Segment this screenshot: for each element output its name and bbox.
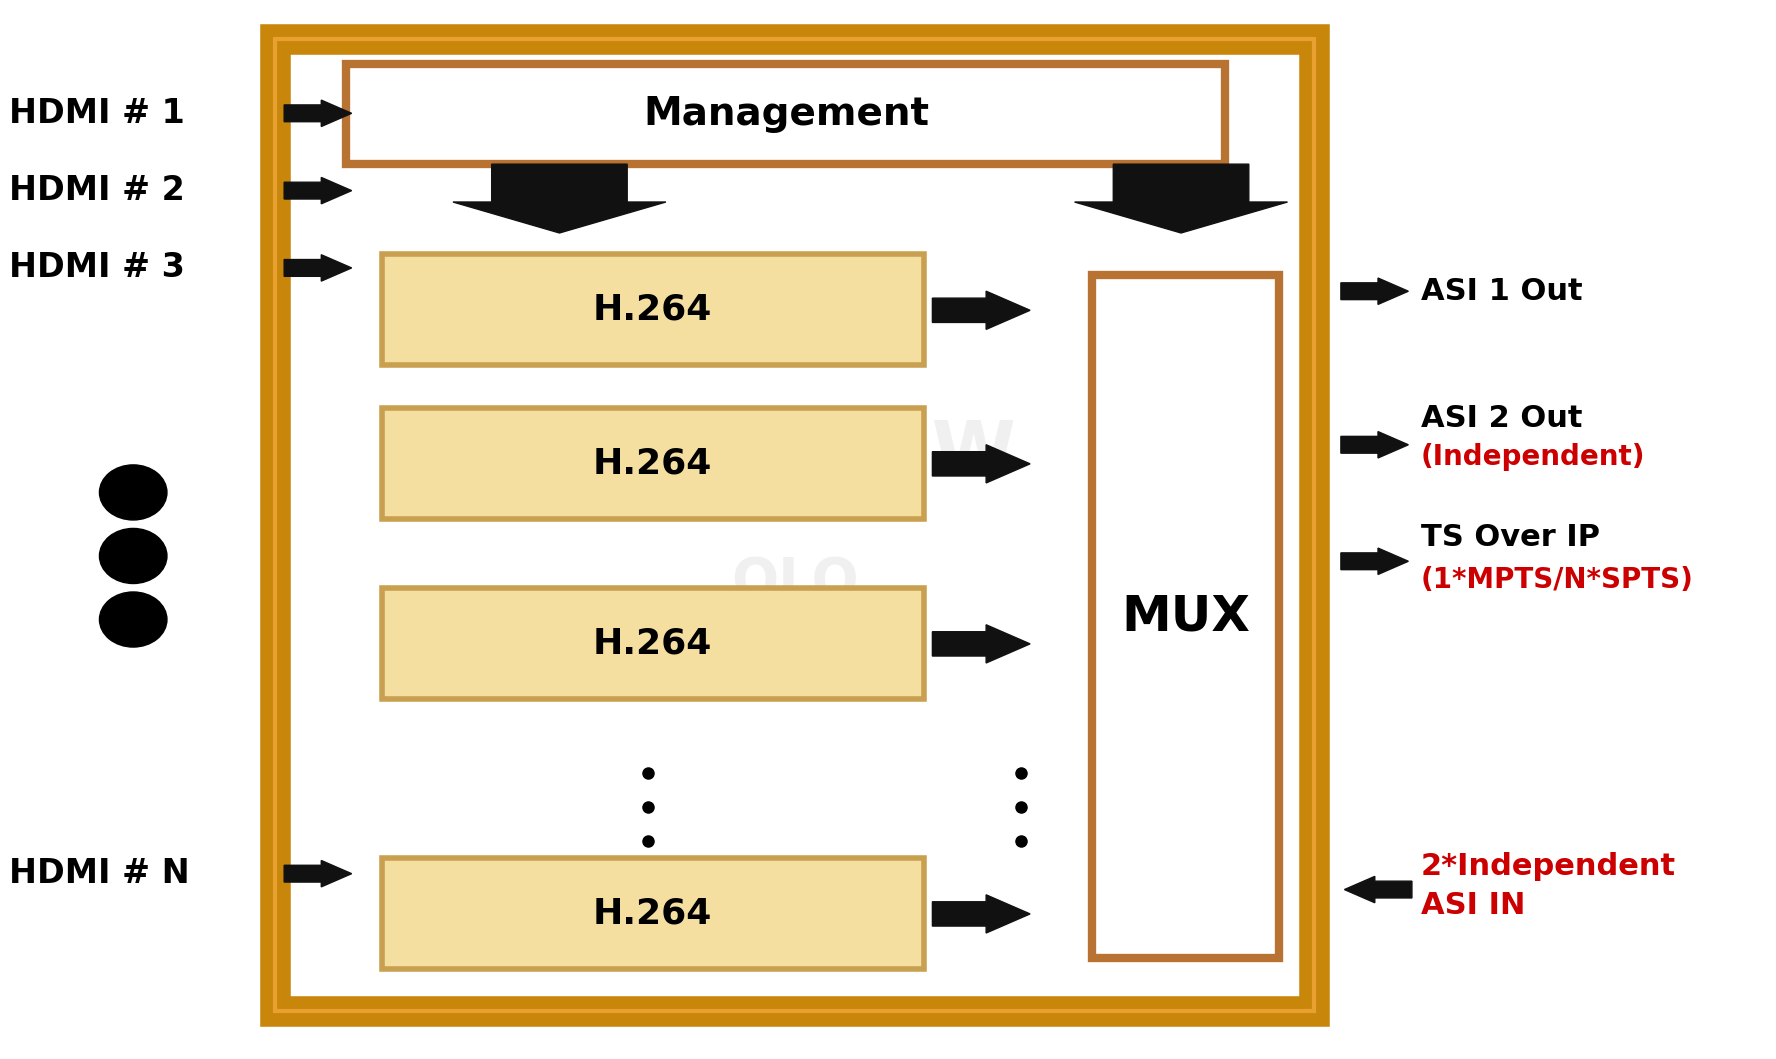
FancyBboxPatch shape [382, 858, 924, 969]
Polygon shape [284, 255, 352, 281]
Polygon shape [453, 164, 666, 233]
Text: HDMI # N: HDMI # N [9, 857, 190, 891]
FancyBboxPatch shape [382, 254, 924, 365]
Text: 2*Independent: 2*Independent [1421, 851, 1677, 881]
Text: H.264: H.264 [593, 292, 712, 327]
Polygon shape [932, 625, 1030, 663]
Text: H.264: H.264 [593, 896, 712, 931]
Text: HDMI # 1: HDMI # 1 [9, 96, 185, 130]
Text: (1*MPTS/N*SPTS): (1*MPTS/N*SPTS) [1421, 567, 1694, 594]
Text: H.264: H.264 [593, 446, 712, 481]
Text: Management: Management [643, 95, 929, 132]
Text: H.264: H.264 [593, 626, 712, 661]
Ellipse shape [99, 528, 167, 584]
FancyBboxPatch shape [275, 39, 1314, 1011]
Polygon shape [932, 895, 1030, 933]
Text: HDMI # 3: HDMI # 3 [9, 251, 185, 285]
Polygon shape [1074, 164, 1288, 233]
Text: ASI 1 Out: ASI 1 Out [1421, 276, 1582, 306]
Polygon shape [284, 861, 352, 886]
Polygon shape [1341, 549, 1408, 574]
Polygon shape [932, 445, 1030, 483]
Text: OLO: OLO [732, 556, 858, 609]
Text: DIDOVIEW: DIDOVIEW [574, 418, 1016, 492]
FancyBboxPatch shape [1092, 275, 1279, 958]
FancyBboxPatch shape [382, 408, 924, 519]
Text: HDMI # 2: HDMI # 2 [9, 174, 185, 208]
Text: ASI IN: ASI IN [1421, 891, 1526, 920]
Polygon shape [284, 178, 352, 203]
Text: (Independent): (Independent) [1421, 444, 1645, 471]
Ellipse shape [99, 465, 167, 520]
Polygon shape [1341, 432, 1408, 457]
Polygon shape [1341, 279, 1408, 304]
Text: ASI 2 Out: ASI 2 Out [1421, 403, 1582, 433]
Polygon shape [1344, 877, 1412, 902]
Polygon shape [284, 101, 352, 126]
FancyBboxPatch shape [382, 588, 924, 699]
FancyBboxPatch shape [346, 64, 1225, 164]
Polygon shape [932, 291, 1030, 329]
Ellipse shape [99, 592, 167, 647]
Text: TS Over IP: TS Over IP [1421, 523, 1600, 553]
Text: MUX: MUX [1121, 593, 1250, 641]
